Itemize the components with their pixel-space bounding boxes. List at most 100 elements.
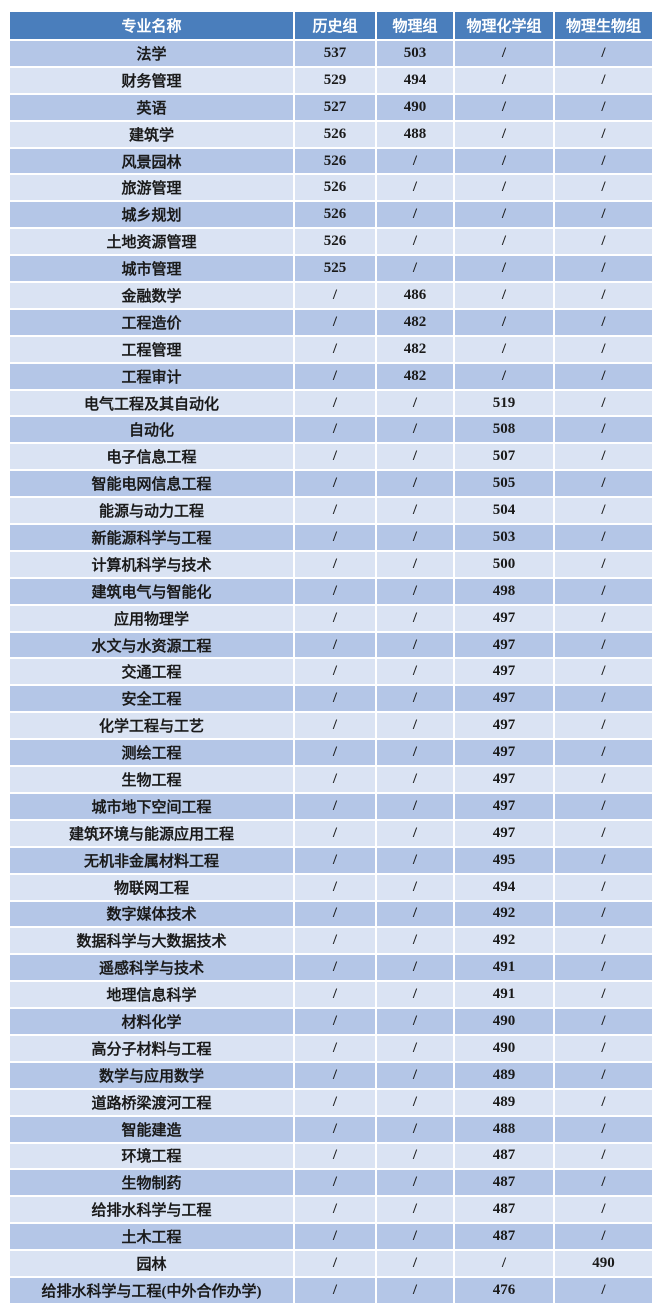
score-cell: / xyxy=(375,1033,455,1063)
score-cell: / xyxy=(375,173,455,203)
score-cell: 482 xyxy=(375,334,455,364)
score-cell: / xyxy=(553,388,654,418)
major-name-cell: 旅游管理 xyxy=(8,173,295,203)
score-cell: / xyxy=(553,1060,654,1090)
score-cell: / xyxy=(453,281,555,310)
score-cell: / xyxy=(293,442,377,472)
table-row: 水文与水资源工程 //497/ xyxy=(8,630,654,660)
major-name-cell: 数据科学与大数据技术 xyxy=(8,926,295,956)
score-cell: 497 xyxy=(453,791,555,821)
score-cell: / xyxy=(375,657,455,687)
header-row: 专业名称 历史组 物理组 物理化学组 物理生物组 xyxy=(8,10,654,41)
score-cell: 488 xyxy=(453,1114,555,1144)
score-cell: 527 xyxy=(293,92,377,122)
major-name-cell: 建筑环境与能源应用工程 xyxy=(8,818,295,848)
table-row: 环境工程 //487/ xyxy=(8,1141,654,1171)
major-name-cell: 水文与水资源工程 xyxy=(8,630,295,660)
score-cell: 487 xyxy=(453,1222,555,1252)
score-cell: / xyxy=(553,711,654,741)
score-cell: 491 xyxy=(453,980,555,1010)
score-cell: / xyxy=(375,1222,455,1252)
table-row: 建筑环境与能源应用工程 //497/ xyxy=(8,818,654,848)
score-cell: / xyxy=(553,738,654,768)
score-cell: / xyxy=(453,1249,555,1278)
score-cell: 494 xyxy=(375,65,455,95)
major-name-cell: 财务管理 xyxy=(8,65,295,95)
major-name-cell: 电子信息工程 xyxy=(8,442,295,472)
major-name-cell: 建筑学 xyxy=(8,119,295,149)
score-cell: 525 xyxy=(293,254,377,284)
score-cell: 490 xyxy=(453,1007,555,1036)
table-row: 材料化学 //490/ xyxy=(8,1007,654,1036)
score-cell: / xyxy=(453,307,555,337)
score-cell: / xyxy=(375,1195,455,1225)
column-header-major-name: 专业名称 xyxy=(8,10,295,41)
score-cell: 491 xyxy=(453,953,555,983)
score-cell: / xyxy=(553,496,654,526)
table-row: 遥感科学与技术 //491/ xyxy=(8,953,654,983)
score-cell: / xyxy=(293,1275,377,1305)
score-cell: 507 xyxy=(453,442,555,472)
major-name-cell: 计算机科学与技术 xyxy=(8,549,295,579)
score-cell: 490 xyxy=(375,92,455,122)
score-cell: 487 xyxy=(453,1195,555,1225)
major-name-cell: 生物制药 xyxy=(8,1168,295,1198)
table-row: 应用物理学 //497/ xyxy=(8,603,654,633)
major-name-cell: 物联网工程 xyxy=(8,872,295,902)
score-cell: / xyxy=(293,980,377,1010)
score-cell: / xyxy=(375,738,455,768)
major-name-cell: 遥感科学与技术 xyxy=(8,953,295,983)
score-cell: 488 xyxy=(375,119,455,149)
score-cell: / xyxy=(375,791,455,821)
score-cell: / xyxy=(553,684,654,714)
table-row: 智能电网信息工程 //505/ xyxy=(8,469,654,499)
score-cell: / xyxy=(375,1060,455,1090)
score-cell: 487 xyxy=(453,1141,555,1171)
score-cell: / xyxy=(293,388,377,418)
major-name-cell: 法学 xyxy=(8,39,295,68)
score-cell: / xyxy=(553,227,654,257)
score-cell: / xyxy=(293,818,377,848)
major-name-cell: 给排水科学与工程(中外合作办学) xyxy=(8,1275,295,1305)
score-cell: 497 xyxy=(453,630,555,660)
score-cell: / xyxy=(293,684,377,714)
score-cell: / xyxy=(553,173,654,203)
score-cell: / xyxy=(453,39,555,68)
admission-score-table: 专业名称 历史组 物理组 物理化学组 物理生物组 法学 537 503// 财务管理 5… xyxy=(8,10,654,1305)
score-cell: / xyxy=(453,119,555,149)
column-header-physics-group: 物理组 xyxy=(375,10,455,41)
score-cell: / xyxy=(553,630,654,660)
table-row: 安全工程 //497/ xyxy=(8,684,654,714)
score-cell: / xyxy=(293,765,377,794)
score-cell: / xyxy=(553,1007,654,1036)
score-cell: / xyxy=(293,415,377,445)
score-cell: 494 xyxy=(453,872,555,902)
score-cell: / xyxy=(453,334,555,364)
score-cell: 503 xyxy=(453,523,555,552)
score-cell: / xyxy=(453,92,555,122)
score-cell: / xyxy=(293,307,377,337)
table-row: 道路桥梁渡河工程 //489/ xyxy=(8,1087,654,1117)
major-name-cell: 金融数学 xyxy=(8,281,295,310)
score-cell: / xyxy=(553,1033,654,1063)
score-cell: / xyxy=(553,146,654,176)
score-cell: 529 xyxy=(293,65,377,95)
major-name-cell: 生物工程 xyxy=(8,765,295,794)
table-body: 法学 537 503// 财务管理 529 494// 英语 527 490// 建筑学 526 48… xyxy=(8,39,654,1305)
score-cell: / xyxy=(293,711,377,741)
table-row: 工程造价/482// xyxy=(8,307,654,337)
score-cell: / xyxy=(293,630,377,660)
score-cell: 492 xyxy=(453,926,555,956)
score-cell: 482 xyxy=(375,361,455,391)
score-cell: / xyxy=(375,926,455,956)
score-cell: / xyxy=(375,953,455,983)
score-cell: / xyxy=(375,496,455,526)
score-cell: / xyxy=(553,65,654,95)
score-cell: 497 xyxy=(453,603,555,633)
score-cell: 490 xyxy=(553,1249,654,1278)
score-cell: / xyxy=(553,523,654,552)
score-cell: 503 xyxy=(375,39,455,68)
table-row: 金融数学/486// xyxy=(8,281,654,310)
major-name-cell: 智能电网信息工程 xyxy=(8,469,295,499)
score-cell: 500 xyxy=(453,549,555,579)
